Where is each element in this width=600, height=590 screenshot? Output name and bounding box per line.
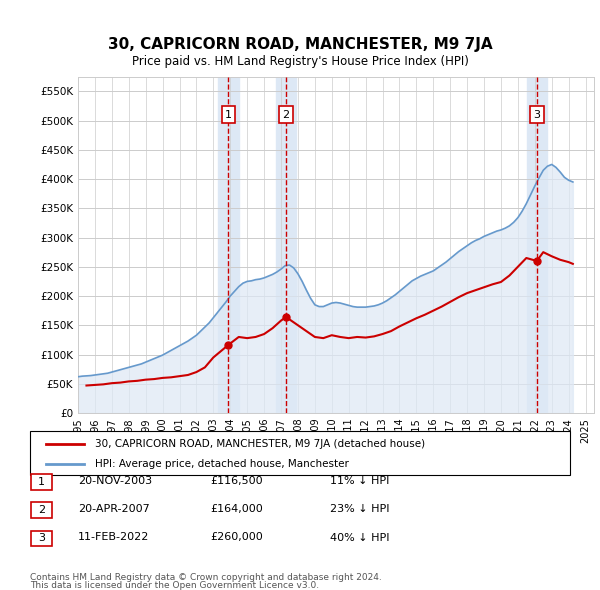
Text: 1: 1 — [38, 477, 45, 487]
Text: £260,000: £260,000 — [210, 533, 263, 542]
Text: HPI: Average price, detached house, Manchester: HPI: Average price, detached house, Manc… — [95, 459, 349, 469]
Bar — [527, 77, 547, 413]
Text: 20-APR-2007: 20-APR-2007 — [78, 504, 150, 514]
Text: 30, CAPRICORN ROAD, MANCHESTER, M9 7JA (detached house): 30, CAPRICORN ROAD, MANCHESTER, M9 7JA (… — [95, 439, 425, 449]
Bar — [218, 77, 239, 413]
FancyBboxPatch shape — [30, 431, 570, 475]
Text: 40% ↓ HPI: 40% ↓ HPI — [330, 533, 389, 542]
Text: 2: 2 — [283, 110, 290, 120]
Text: 3: 3 — [533, 110, 541, 120]
Text: £164,000: £164,000 — [210, 504, 263, 514]
Bar — [276, 77, 296, 413]
Text: Contains HM Land Registry data © Crown copyright and database right 2024.: Contains HM Land Registry data © Crown c… — [30, 572, 382, 582]
Text: 11-FEB-2022: 11-FEB-2022 — [78, 533, 149, 542]
FancyBboxPatch shape — [31, 474, 52, 490]
Text: 11% ↓ HPI: 11% ↓ HPI — [330, 476, 389, 486]
Text: 30, CAPRICORN ROAD, MANCHESTER, M9 7JA: 30, CAPRICORN ROAD, MANCHESTER, M9 7JA — [107, 37, 493, 52]
Text: 3: 3 — [38, 533, 45, 543]
Text: 2: 2 — [38, 505, 45, 515]
Text: 20-NOV-2003: 20-NOV-2003 — [78, 476, 152, 486]
Text: This data is licensed under the Open Government Licence v3.0.: This data is licensed under the Open Gov… — [30, 581, 319, 590]
FancyBboxPatch shape — [31, 502, 52, 518]
Text: 1: 1 — [225, 110, 232, 120]
Text: 23% ↓ HPI: 23% ↓ HPI — [330, 504, 389, 514]
FancyBboxPatch shape — [31, 530, 52, 546]
Text: Price paid vs. HM Land Registry's House Price Index (HPI): Price paid vs. HM Land Registry's House … — [131, 55, 469, 68]
Text: £116,500: £116,500 — [210, 476, 263, 486]
